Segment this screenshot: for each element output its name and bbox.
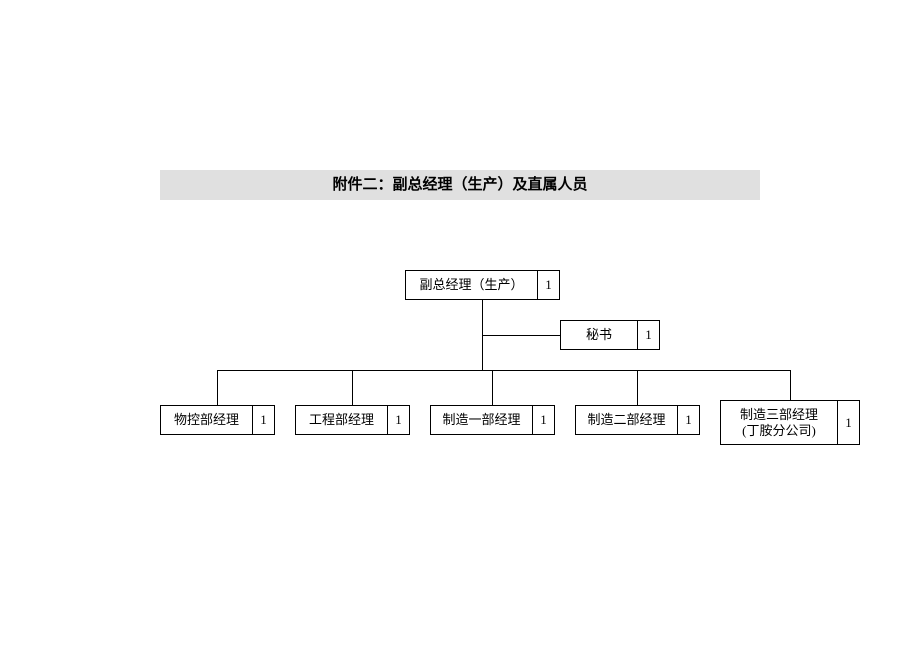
node-c4-count: 1 bbox=[677, 406, 699, 434]
node-c5-count: 1 bbox=[837, 401, 859, 444]
line-d2 bbox=[352, 370, 353, 405]
line-d1 bbox=[217, 370, 218, 405]
title-text: 附件二：副总经理（生产）及直属人员 bbox=[332, 177, 587, 193]
node-root: 副总经理（生产）1 bbox=[405, 270, 560, 300]
node-c5-label: 制造三部经理 (丁胺分公司) bbox=[721, 401, 837, 444]
node-c4: 制造二部经理1 bbox=[575, 405, 700, 435]
line-d5 bbox=[790, 370, 791, 400]
node-c4-label: 制造二部经理 bbox=[576, 406, 677, 434]
node-root-label: 副总经理（生产） bbox=[406, 271, 537, 299]
line-d4 bbox=[637, 370, 638, 405]
node-c1: 物控部经理1 bbox=[160, 405, 275, 435]
node-c5: 制造三部经理 (丁胺分公司)1 bbox=[720, 400, 860, 445]
line-d3 bbox=[492, 370, 493, 405]
title-bar: 附件二：副总经理（生产）及直属人员 bbox=[160, 170, 760, 200]
node-c3-count: 1 bbox=[532, 406, 554, 434]
node-c1-count: 1 bbox=[252, 406, 274, 434]
node-sec: 秘书1 bbox=[560, 320, 660, 350]
line-bus bbox=[217, 370, 790, 371]
node-sec-label: 秘书 bbox=[561, 321, 637, 349]
node-root-count: 1 bbox=[537, 271, 559, 299]
node-c2-label: 工程部经理 bbox=[296, 406, 387, 434]
node-c3-label: 制造一部经理 bbox=[431, 406, 532, 434]
node-c3: 制造一部经理1 bbox=[430, 405, 555, 435]
line-sec_branch bbox=[482, 335, 560, 336]
node-c1-label: 物控部经理 bbox=[161, 406, 252, 434]
node-sec-count: 1 bbox=[637, 321, 659, 349]
node-c2-count: 1 bbox=[387, 406, 409, 434]
node-c2: 工程部经理1 bbox=[295, 405, 410, 435]
